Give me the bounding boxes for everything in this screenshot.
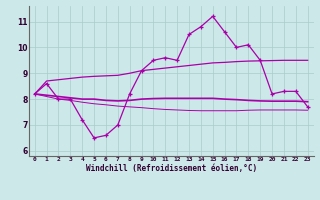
X-axis label: Windchill (Refroidissement éolien,°C): Windchill (Refroidissement éolien,°C) [86, 164, 257, 173]
